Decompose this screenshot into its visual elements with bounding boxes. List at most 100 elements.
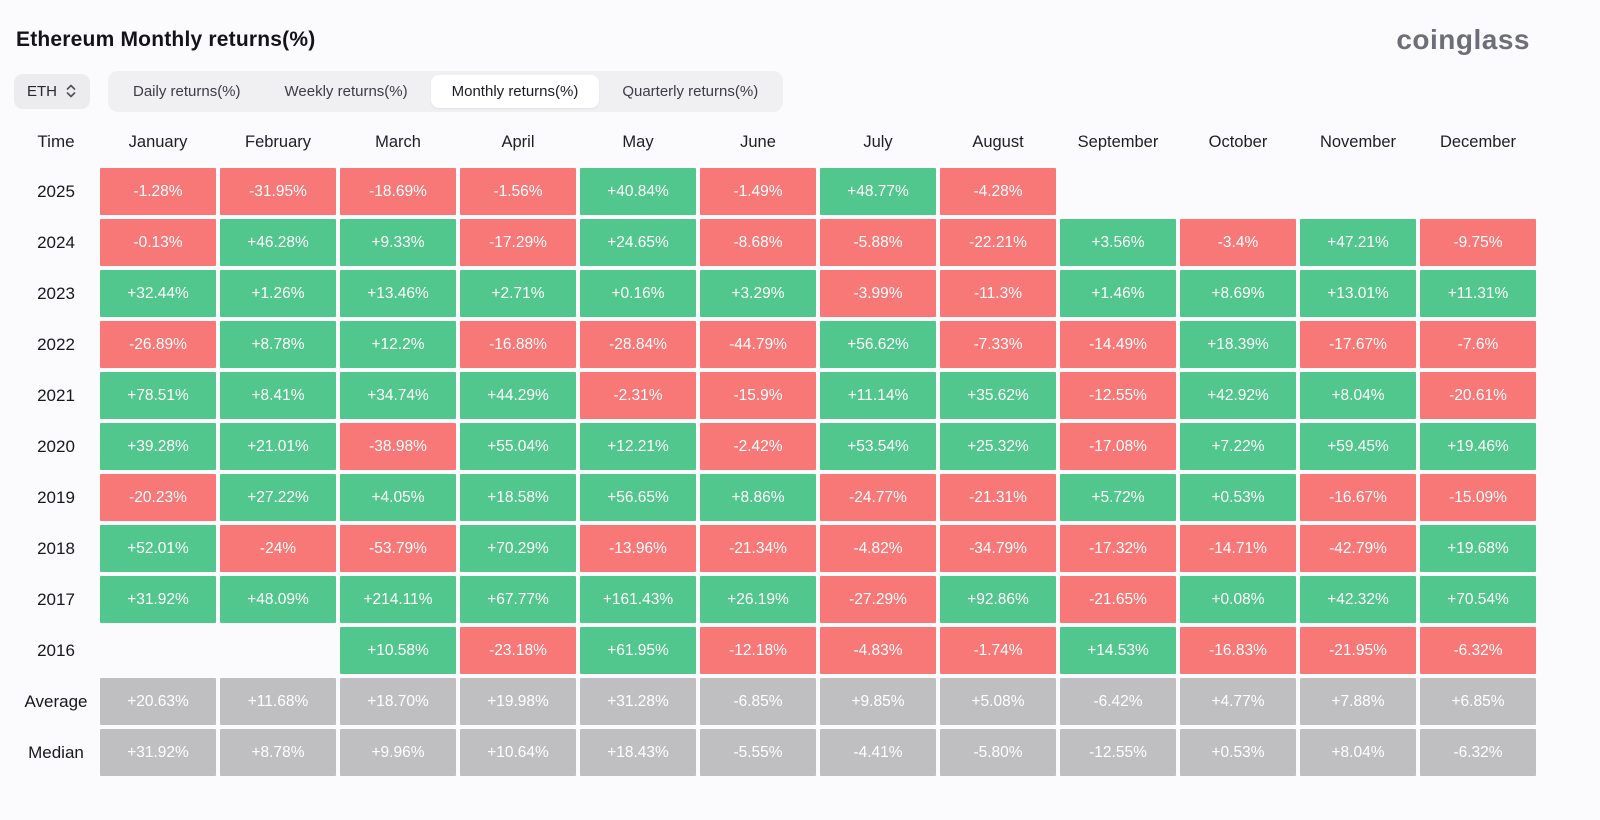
return-cell: -42.79%: [1300, 525, 1416, 572]
return-cell: -21.95%: [1300, 627, 1416, 674]
return-cell: +19.46%: [1420, 423, 1536, 470]
return-cell: +70.54%: [1420, 576, 1536, 623]
return-cell: +78.51%: [100, 372, 216, 419]
return-cell: -31.95%: [220, 168, 336, 215]
return-cell: +7.88%: [1300, 678, 1416, 725]
return-cell: -1.56%: [460, 168, 576, 215]
return-cell: +56.62%: [820, 321, 936, 368]
return-cell: +53.54%: [820, 423, 936, 470]
empty-cell: [1420, 168, 1536, 215]
row-label: 2025: [37, 181, 75, 201]
return-cell: +48.09%: [220, 576, 336, 623]
return-cell: -7.6%: [1420, 321, 1536, 368]
return-cell: +214.11%: [340, 576, 456, 623]
return-cell: +31.92%: [100, 729, 216, 776]
tab-weekly-returns[interactable]: Weekly returns(%): [284, 82, 408, 100]
return-cell: -9.75%: [1420, 219, 1536, 266]
return-cell: -23.18%: [460, 627, 576, 674]
return-cell: -17.67%: [1300, 321, 1416, 368]
return-cell: +14.53%: [1060, 627, 1176, 674]
returns-tabbar: Daily returns(%) Weekly returns(%) Month…: [108, 70, 784, 112]
return-cell: +0.08%: [1180, 576, 1296, 623]
page-title: Ethereum Monthly returns(%): [16, 28, 316, 51]
column-header-time: Time: [37, 132, 75, 151]
return-cell: -6.85%: [700, 678, 816, 725]
row-label: 2021: [37, 385, 75, 405]
return-cell: +1.46%: [1060, 270, 1176, 317]
return-cell: +35.62%: [940, 372, 1056, 419]
table-row: 2025 -1.28% -31.95% -18.69% -1.56% +40.84% -1.…: [14, 166, 1600, 217]
table-row: 2024 -0.13% +46.28% +9.33% -17.29% +24.65% -8.…: [14, 217, 1600, 268]
return-cell: -28.84%: [580, 321, 696, 368]
table-body: 2025 -1.28% -31.95% -18.69% -1.56% +40.84% -1.…: [14, 166, 1600, 778]
return-cell: -53.79%: [340, 525, 456, 572]
return-cell: -2.42%: [700, 423, 816, 470]
return-cell: -18.69%: [340, 168, 456, 215]
return-cell: -21.31%: [940, 474, 1056, 521]
return-cell: +9.33%: [340, 219, 456, 266]
return-cell: +12.2%: [340, 321, 456, 368]
column-header-month: May: [622, 132, 654, 151]
row-label: Median: [28, 742, 84, 762]
return-cell: +55.04%: [460, 423, 576, 470]
tab-monthly-returns[interactable]: Monthly returns(%): [430, 74, 600, 108]
row-label: 2020: [37, 436, 75, 456]
return-cell: +18.39%: [1180, 321, 1296, 368]
return-cell: -17.08%: [1060, 423, 1176, 470]
return-cell: +42.32%: [1300, 576, 1416, 623]
empty-cell: [100, 627, 216, 674]
column-header-month: February: [244, 132, 312, 151]
return-cell: +6.85%: [1420, 678, 1536, 725]
return-cell: +8.04%: [1300, 729, 1416, 776]
row-label: 2016: [37, 640, 75, 660]
return-cell: -12.55%: [1060, 729, 1176, 776]
return-cell: +19.98%: [460, 678, 576, 725]
return-cell: +46.28%: [220, 219, 336, 266]
tab-quarterly-returns[interactable]: Quarterly returns(%): [622, 82, 759, 100]
return-cell: +25.32%: [940, 423, 1056, 470]
return-cell: +39.28%: [100, 423, 216, 470]
return-cell: +5.72%: [1060, 474, 1176, 521]
return-cell: +24.65%: [580, 219, 696, 266]
return-cell: -3.4%: [1180, 219, 1296, 266]
return-cell: -12.18%: [700, 627, 816, 674]
return-cell: +2.71%: [460, 270, 576, 317]
return-cell: +8.41%: [220, 372, 336, 419]
column-header-month: January: [128, 132, 188, 151]
return-cell: +31.28%: [580, 678, 696, 725]
symbol-select[interactable]: ETH: [14, 73, 90, 109]
return-cell: +8.04%: [1300, 372, 1416, 419]
row-label: 2019: [37, 487, 75, 507]
return-cell: -12.55%: [1060, 372, 1176, 419]
return-cell: +52.01%: [100, 525, 216, 572]
return-cell: +18.70%: [340, 678, 456, 725]
table-row: Median +31.92% +8.78% +9.96% +10.64% +18.43% -…: [14, 727, 1600, 778]
return-cell: -34.79%: [940, 525, 1056, 572]
tab-daily-returns[interactable]: Daily returns(%): [133, 82, 241, 100]
table-row: 2023 +32.44% +1.26% +13.46% +2.71% +0.16% +3.2…: [14, 268, 1600, 319]
coinglass-logo[interactable]: coinglass: [1396, 24, 1530, 55]
return-cell: +5.08%: [940, 678, 1056, 725]
return-cell: -20.23%: [100, 474, 216, 521]
column-header-month: August: [972, 132, 1024, 151]
return-cell: +8.86%: [700, 474, 816, 521]
return-cell: -4.28%: [940, 168, 1056, 215]
row-label: 2024: [37, 232, 75, 252]
return-cell: -6.32%: [1420, 627, 1536, 674]
table-row: 2022 -26.89% +8.78% +12.2% -16.88% -28.84% -44…: [14, 319, 1600, 370]
return-cell: -24.77%: [820, 474, 936, 521]
return-cell: -5.55%: [700, 729, 816, 776]
return-cell: +8.69%: [1180, 270, 1296, 317]
return-cell: -6.42%: [1060, 678, 1176, 725]
column-header-month: June: [740, 132, 776, 151]
return-cell: +56.65%: [580, 474, 696, 521]
return-cell: +0.53%: [1180, 729, 1296, 776]
row-label: 2022: [37, 334, 75, 354]
return-cell: +11.31%: [1420, 270, 1536, 317]
return-cell: +42.92%: [1180, 372, 1296, 419]
return-cell: +0.53%: [1180, 474, 1296, 521]
return-cell: +31.92%: [100, 576, 216, 623]
return-cell: +70.29%: [460, 525, 576, 572]
return-cell: +161.43%: [580, 576, 696, 623]
column-header-month: November: [1319, 132, 1397, 151]
